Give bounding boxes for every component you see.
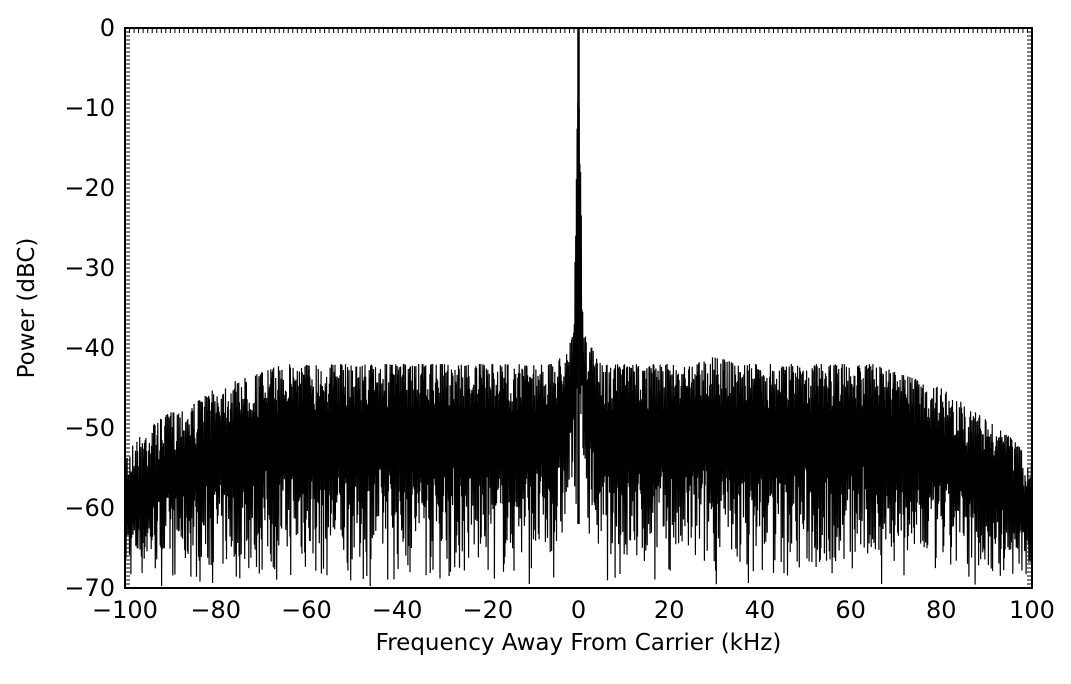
y-tick-label: −50: [64, 414, 115, 442]
y-tick-label: −30: [64, 254, 115, 282]
x-tick-label: 60: [835, 596, 866, 624]
x-tick-label: −60: [281, 596, 332, 624]
y-tick-label: 0: [100, 14, 115, 42]
x-tick-label: 0: [571, 596, 586, 624]
tick-marks: [124, 27, 1033, 589]
y-axis-label: Power (dBC): [14, 238, 40, 379]
y-tick-label: −70: [64, 574, 115, 602]
y-tick-label: −10: [64, 94, 115, 122]
x-tick-label: −80: [190, 596, 241, 624]
x-tick-label: 20: [654, 596, 685, 624]
spectrum-series-line: [125, 28, 1032, 587]
y-tick-label: −40: [64, 334, 115, 362]
x-tick-label: −40: [372, 596, 423, 624]
x-tick-label: 80: [926, 596, 957, 624]
x-tick-labels: −100 −80 −60 −40 −20 0 20 40 60 80 100: [92, 596, 1055, 624]
y-tick-label: −20: [64, 174, 115, 202]
x-tick-label: 40: [745, 596, 776, 624]
x-tick-label: −100: [92, 596, 158, 624]
plot-area: [125, 28, 1032, 587]
y-tick-labels: 0 −10 −20 −30 −40 −50 −60 −70: [64, 14, 115, 602]
x-tick-label: 100: [1009, 596, 1055, 624]
x-tick-label: −20: [462, 596, 513, 624]
x-axis-label: Frequency Away From Carrier (kHz): [376, 630, 782, 656]
y-tick-label: −60: [64, 494, 115, 522]
